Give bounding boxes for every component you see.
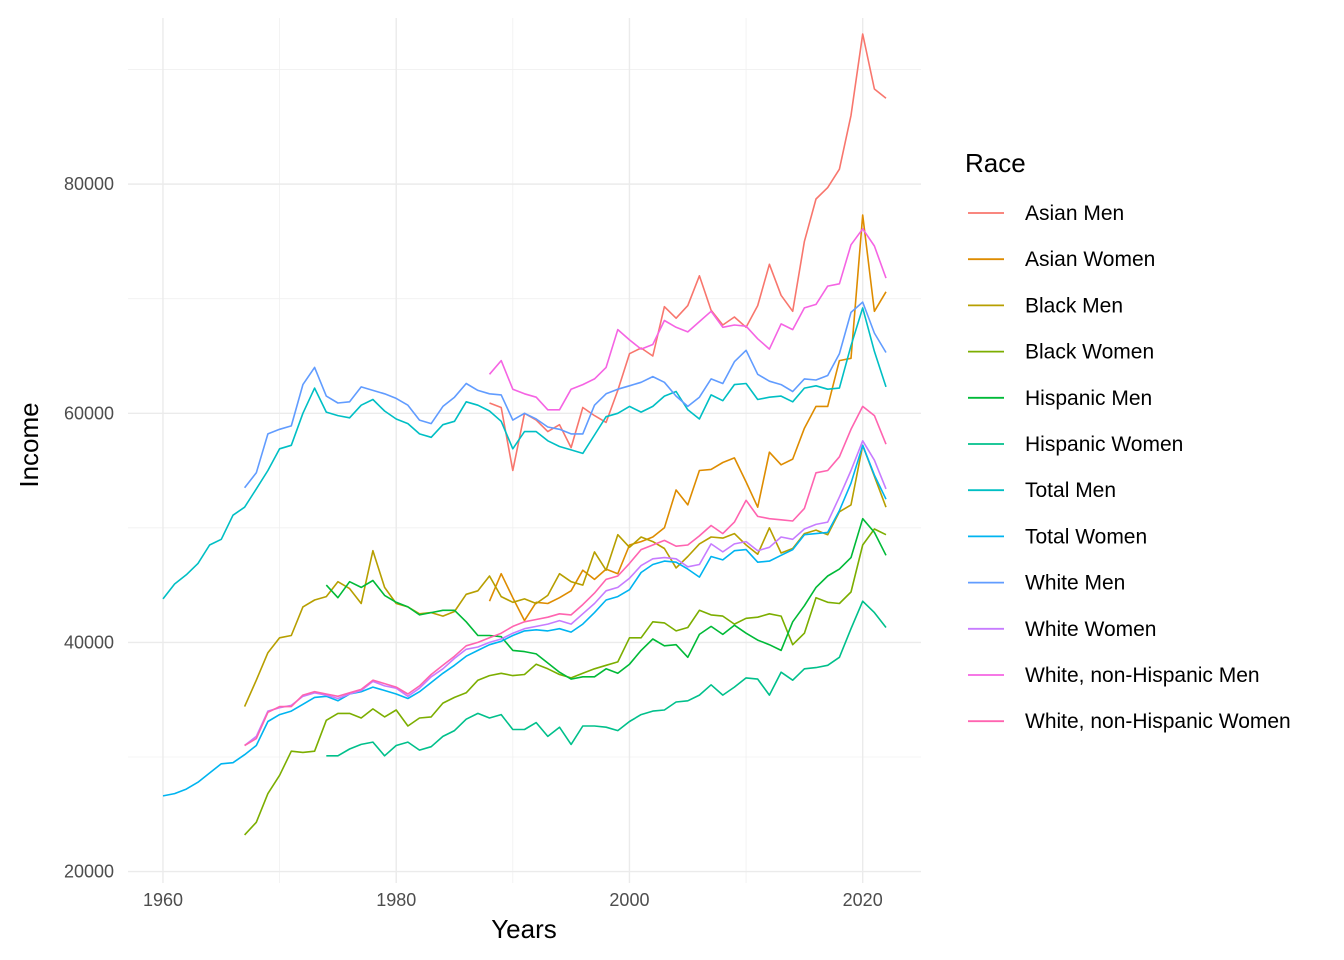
x-axis-tick-labels: 1960 1980 2000 2020 <box>143 890 883 910</box>
series-line <box>244 528 887 836</box>
legend: Race Asian Men Asian Women Black Men Black … <box>965 148 1291 733</box>
legend-label: Black Women <box>1025 341 1154 364</box>
minor-gridlines <box>128 18 921 883</box>
legend-item: White, non-Hispanic Men <box>968 664 1260 687</box>
legend-label: Hispanic Men <box>1025 387 1152 410</box>
y-tick-label: 20000 <box>64 862 114 882</box>
x-tick-label: 2020 <box>843 890 883 910</box>
legend-label: Total Women <box>1025 525 1147 548</box>
y-axis-tick-labels: 20000 40000 60000 80000 <box>64 174 114 881</box>
legend-label: Black Men <box>1025 294 1123 317</box>
series-line <box>162 444 887 797</box>
legend-label: Hispanic Women <box>1025 433 1183 456</box>
series-line <box>488 228 887 411</box>
legend-item: White Women <box>968 618 1157 641</box>
legend-item: Black Men <box>968 294 1123 317</box>
legend-label: Asian Women <box>1025 248 1155 271</box>
series-lines <box>162 33 887 836</box>
legend-label: White Men <box>1025 572 1125 595</box>
series-line <box>244 405 887 747</box>
legend-title: Race <box>965 148 1026 178</box>
series-line <box>244 440 887 747</box>
legend-item: Hispanic Women <box>968 433 1183 456</box>
y-tick-label: 80000 <box>64 174 114 194</box>
legend-label: White Women <box>1025 618 1157 641</box>
legend-label: White, non-Hispanic Men <box>1025 664 1260 687</box>
legend-item: Total Men <box>968 479 1116 502</box>
y-tick-label: 60000 <box>64 403 114 423</box>
x-axis-title: Years <box>491 914 557 944</box>
y-axis-title: Income <box>14 402 44 487</box>
x-tick-label: 2000 <box>609 890 649 910</box>
series-line <box>325 517 887 680</box>
legend-item: Asian Women <box>968 248 1155 271</box>
x-tick-label: 1960 <box>143 890 183 910</box>
legend-item: White, non-Hispanic Women <box>968 710 1291 733</box>
legend-item: White Men <box>968 572 1125 595</box>
legend-item: Hispanic Men <box>968 387 1152 410</box>
series-line <box>488 214 887 622</box>
legend-label: White, non-Hispanic Women <box>1025 710 1291 733</box>
series-line <box>326 600 887 757</box>
legend-item: Asian Men <box>968 202 1124 225</box>
y-tick-label: 40000 <box>64 632 114 652</box>
series-line <box>162 307 887 600</box>
legend-item: Total Women <box>968 525 1147 548</box>
series-line <box>243 301 887 489</box>
legend-item: Black Women <box>968 341 1154 364</box>
series-line <box>489 33 887 472</box>
legend-label: Total Men <box>1025 479 1116 502</box>
x-tick-label: 1980 <box>376 890 416 910</box>
series-line <box>243 444 887 707</box>
legend-label: Asian Men <box>1025 202 1124 225</box>
